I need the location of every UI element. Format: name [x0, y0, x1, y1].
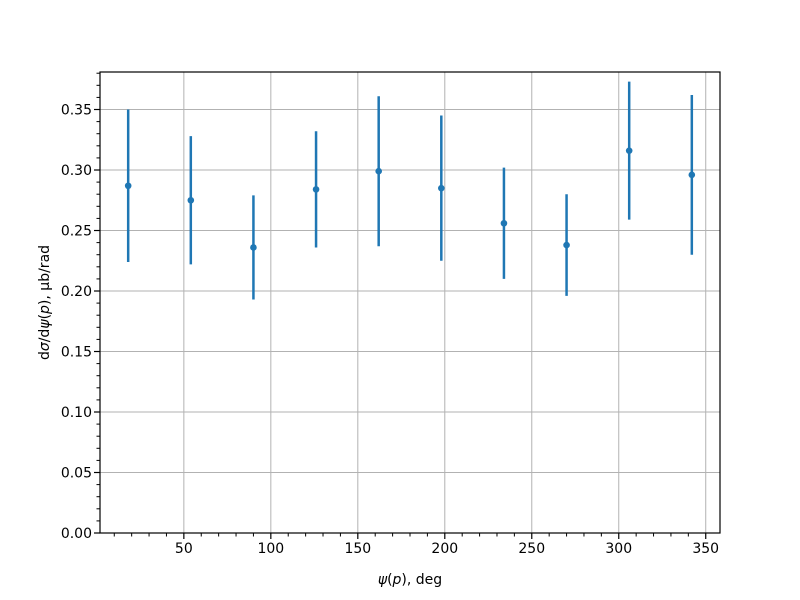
y-tick-label: 0.15 — [61, 345, 92, 361]
y-tick-label: 0.25 — [61, 224, 92, 240]
data-point-marker — [563, 241, 570, 249]
plot-border — [99, 71, 721, 534]
data-point-marker — [187, 196, 195, 204]
data-point-marker — [500, 219, 508, 227]
data-point-marker — [250, 244, 257, 251]
x-tick-label: 200 — [431, 541, 458, 557]
x-tick-label: 300 — [605, 541, 632, 557]
data-point-marker — [375, 167, 382, 175]
data-point-marker — [625, 147, 633, 154]
y-axis-label: dσ/dψ(p), μb/rad — [37, 245, 53, 360]
data-point-marker — [312, 186, 320, 193]
y-tick-label: 0.00 — [61, 526, 92, 542]
y-tick-label: 0.05 — [61, 466, 92, 482]
y-tick-label: 0.10 — [61, 405, 92, 421]
y-tick-label: 0.35 — [61, 103, 92, 119]
x-tick-label: 150 — [344, 541, 371, 557]
x-tick-label: 100 — [257, 541, 284, 557]
x-axis-label: ψ(p), deg — [378, 572, 442, 588]
data-point-marker — [124, 182, 132, 190]
y-tick-label: 0.30 — [61, 163, 92, 179]
x-tick-label: 50 — [175, 541, 193, 557]
data-point-marker — [688, 171, 696, 179]
data-point-marker — [438, 184, 445, 192]
y-tick-label: 0.20 — [61, 284, 92, 300]
x-tick-label: 250 — [518, 541, 545, 557]
x-tick-label: 350 — [692, 541, 719, 557]
